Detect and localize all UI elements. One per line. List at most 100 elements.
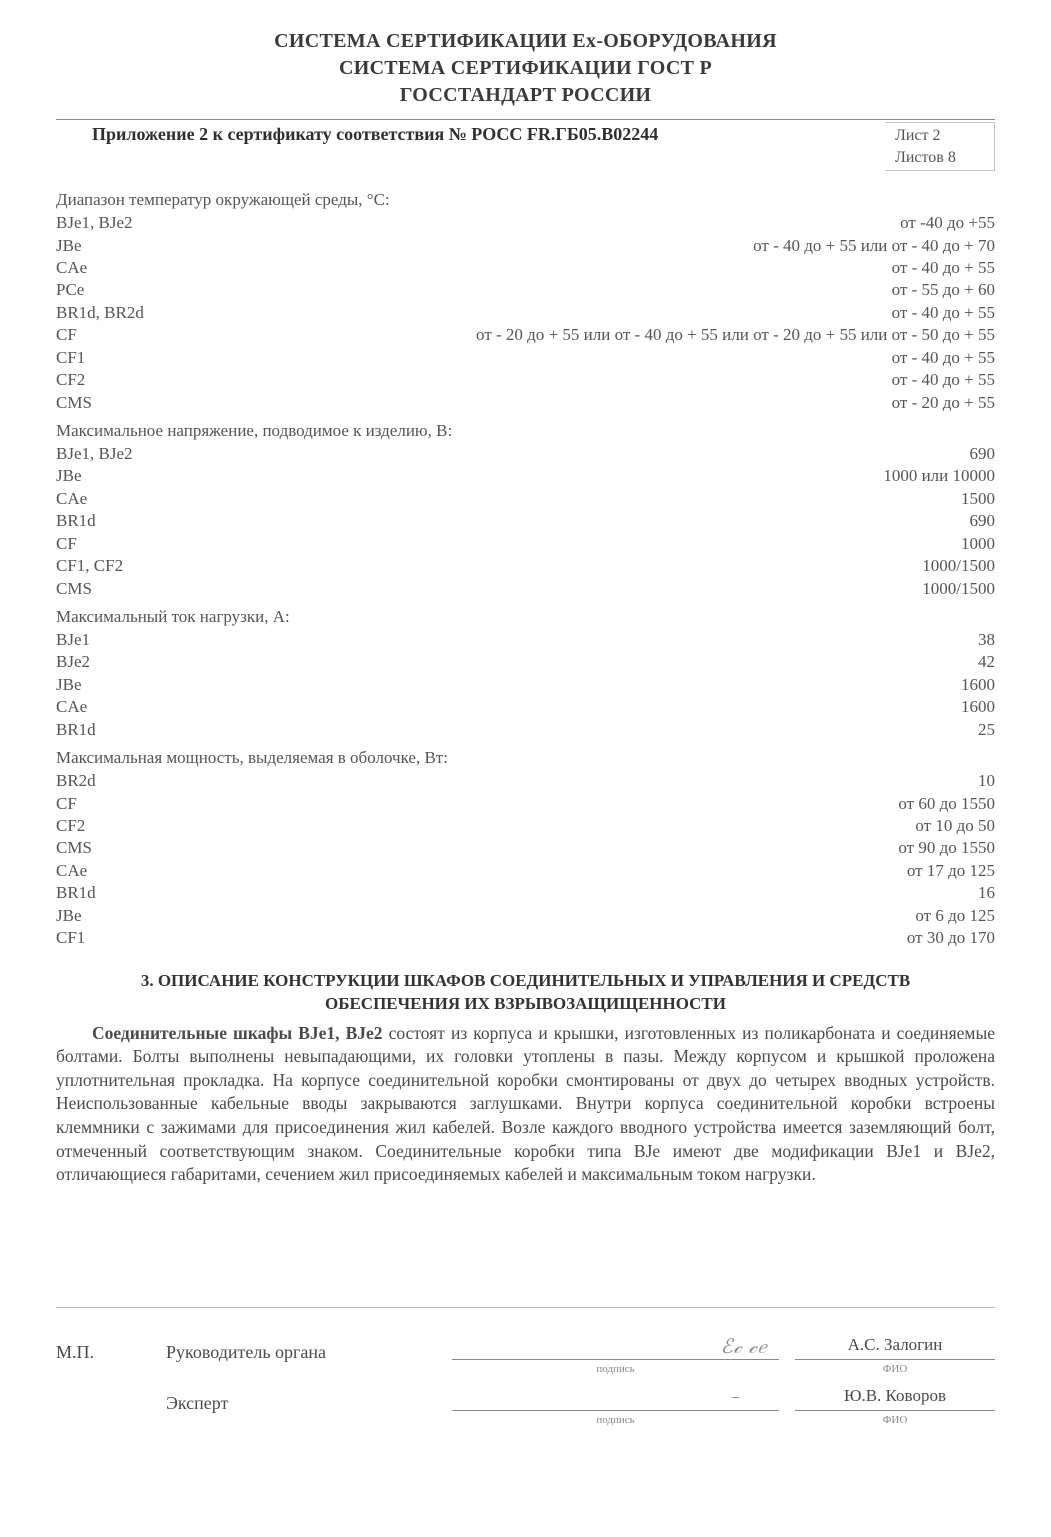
voltage-key: CF1, CF2 (56, 555, 123, 577)
voltage-key: JBe (56, 465, 82, 487)
voltage-row: CAe 1500 (56, 488, 995, 510)
voltage-heading: Максимальное напряжение, подводимое к из… (56, 420, 995, 443)
power-row: CF2от 10 до 50 (56, 815, 995, 837)
section-3-bold-lead: Соединительные шкафы BJe1, BJe2 (92, 1023, 383, 1043)
current-key: JBe (56, 674, 82, 696)
section-3-paragraph: Соединительные шкафы BJe1, BJe2 состоят … (56, 1022, 995, 1187)
fio-label-2: ФИО (795, 1413, 995, 1428)
voltage-val: 1000 или 10000 (883, 465, 995, 487)
voltage-val: 1000/1500 (922, 578, 995, 600)
power-key: CF (56, 793, 77, 815)
temp-val: от - 40 до + 55 или от - 40 до + 70 (753, 235, 995, 257)
signature-scribble-2: ⎯ (732, 1389, 739, 1408)
section-3-title-line2: ОБЕСПЕЧЕНИЯ ИХ ВЗРЫВОЗАЩИЩЕННОСТИ (325, 994, 726, 1013)
temp-key: CF (56, 324, 77, 346)
voltage-val: 690 (970, 443, 996, 465)
temp-row: CF2 от - 40 до + 55 (56, 369, 995, 391)
temp-heading: Диапазон температур окружающей среды, °С… (56, 189, 995, 212)
current-heading: Максимальный ток нагрузки, А: (56, 606, 995, 629)
temp-key: CF1 (56, 347, 85, 369)
voltage-val: 1500 (961, 488, 995, 510)
current-val: 1600 (961, 696, 995, 718)
role-head: Руководитель органа (166, 1334, 436, 1364)
title-line-1: СИСТЕМА СЕРТИФИКАЦИИ Ех-ОБОРУДОВАНИЯ (56, 28, 995, 55)
power-key: CMS (56, 837, 92, 859)
power-val: от 6 до 125 (915, 905, 995, 927)
temp-row: CMS от - 20 до + 55 (56, 392, 995, 414)
signature-row-2: Эксперт ⎯ подпись Ю.В. Коворов ФИО (56, 1385, 995, 1428)
voltage-val: 1000/1500 (922, 555, 995, 577)
power-row: CAeот 17 до 125 (56, 860, 995, 882)
temp-key: BR1d, BR2d (56, 302, 144, 324)
signer-1-name: А.С. Залогин (795, 1334, 995, 1360)
temp-row: JBe от - 40 до + 55 или от - 40 до + 70 (56, 235, 995, 257)
section-3-title: 3. ОПИСАНИЕ КОНСТРУКЦИИ ШКАФОВ СОЕДИНИТЕ… (56, 970, 995, 1016)
section-3-body-text: состоят из корпуса и крышки, изготовленн… (56, 1023, 995, 1185)
temp-val: от - 20 до + 55 (892, 392, 995, 414)
temp-key: JBe (56, 235, 82, 257)
voltage-row: CF1000 (56, 533, 995, 555)
power-val: 16 (978, 882, 995, 904)
voltage-row: BR1d690 (56, 510, 995, 532)
temp-key: CAe (56, 257, 87, 279)
power-val: от 30 до 170 (907, 927, 995, 949)
power-val: от 10 до 50 (915, 815, 995, 837)
power-row: BR2d10 (56, 770, 995, 792)
temp-val: от - 55 до + 60 (892, 279, 995, 301)
power-key: CAe (56, 860, 87, 882)
voltage-row: CF1, CF2 1000/1500 (56, 555, 995, 577)
current-row: BJe138 (56, 629, 995, 651)
sheets-total: Листов 8 (895, 147, 976, 169)
signature-row-1: М.П. Руководитель органа ℰ𝒸 𝒸𝑒 подпись А… (56, 1334, 995, 1377)
temp-row: CFот - 20 до + 55 или от - 40 до + 55 ил… (56, 324, 995, 346)
temp-row: PCeот - 55 до + 60 (56, 279, 995, 301)
voltage-row: BJe1, BJe2 690 (56, 443, 995, 465)
voltage-key: CAe (56, 488, 87, 510)
power-key: JBe (56, 905, 82, 927)
power-heading: Максимальная мощность, выделяемая в обол… (56, 747, 995, 770)
current-key: BJe2 (56, 651, 90, 673)
stamp-mp: М.П. (56, 1334, 166, 1364)
current-row: BR1d 25 (56, 719, 995, 741)
sheet-info-box: Лист 2 Листов 8 (885, 122, 995, 171)
temp-key: BJe1, BJe2 (56, 212, 133, 234)
temp-val: от - 40 до + 55 (892, 302, 995, 324)
current-row: JBe 1600 (56, 674, 995, 696)
appendix-meta-row: Приложение 2 к сертификату соответствия … (56, 122, 995, 171)
temp-val: от - 40 до + 55 (892, 347, 995, 369)
voltage-val: 690 (970, 510, 996, 532)
current-row: CAe 1600 (56, 696, 995, 718)
current-val: 25 (978, 719, 995, 741)
fio-label-1: ФИО (795, 1362, 995, 1377)
sheet-number: Лист 2 (895, 125, 976, 147)
current-key: CAe (56, 696, 87, 718)
power-val: 10 (978, 770, 995, 792)
signer-1-name-block: А.С. Залогин ФИО (795, 1334, 995, 1377)
appendix-title: Приложение 2 к сертификату соответствия … (56, 122, 658, 146)
temp-val: от - 40 до + 55 (892, 257, 995, 279)
voltage-row: JBe 1000 или 10000 (56, 465, 995, 487)
temp-key: CF2 (56, 369, 85, 391)
power-key: CF1 (56, 927, 85, 949)
temp-val: от - 40 до + 55 (892, 369, 995, 391)
power-val: от 90 до 1550 (898, 837, 995, 859)
power-row: CMS от 90 до 1550 (56, 837, 995, 859)
title-line-2: СИСТЕМА СЕРТИФИКАЦИИ ГОСТ Р (56, 55, 995, 82)
signature-label-1: подпись (436, 1362, 795, 1377)
temp-row: BJe1, BJe2от -40 до +55 (56, 212, 995, 234)
signature-area: М.П. Руководитель органа ℰ𝒸 𝒸𝑒 подпись А… (56, 1307, 995, 1428)
current-val: 1600 (961, 674, 995, 696)
temp-key: CMS (56, 392, 92, 414)
power-row: CF1 от 30 до 170 (56, 927, 995, 949)
current-val: 38 (978, 629, 995, 651)
current-key: BR1d (56, 719, 96, 741)
document-title-block: СИСТЕМА СЕРТИФИКАЦИИ Ех-ОБОРУДОВАНИЯ СИС… (56, 28, 995, 109)
signature-scribble-1: ℰ𝒸 𝒸𝑒 (721, 1334, 767, 1361)
voltage-key: CMS (56, 578, 92, 600)
voltage-key: BJe1, BJe2 (56, 443, 133, 465)
current-row: BJe2 42 (56, 651, 995, 673)
temp-row: BR1d, BR2d от - 40 до + 55 (56, 302, 995, 324)
voltage-val: 1000 (961, 533, 995, 555)
current-val: 42 (978, 651, 995, 673)
section-3-title-line1: 3. ОПИСАНИЕ КОНСТРУКЦИИ ШКАФОВ СОЕДИНИТЕ… (141, 971, 910, 990)
